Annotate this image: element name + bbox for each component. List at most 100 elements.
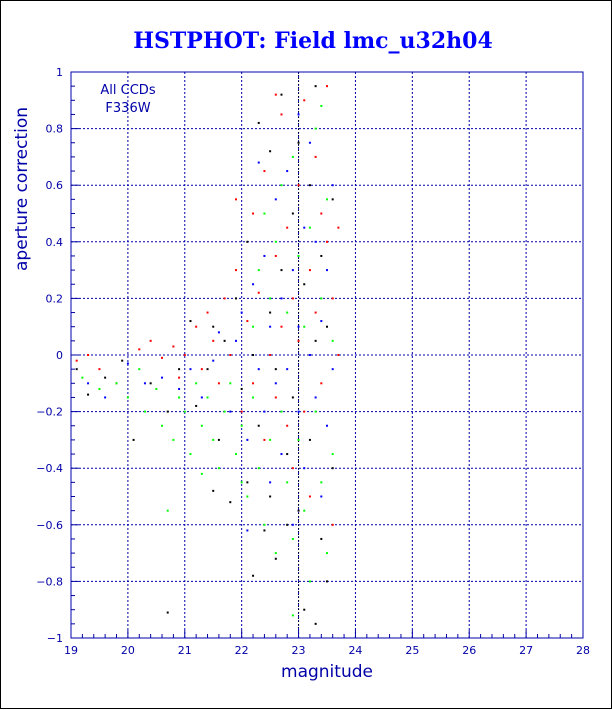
data-point (320, 320, 323, 323)
data-point (229, 501, 232, 504)
data-point (297, 339, 300, 342)
data-point (320, 495, 323, 498)
data-point (320, 297, 323, 300)
data-point (280, 325, 283, 328)
data-point (149, 339, 152, 342)
data-point (286, 368, 289, 371)
data-point (126, 362, 129, 365)
data-point (132, 438, 135, 441)
data-point (246, 320, 249, 323)
data-point (274, 254, 277, 257)
x-tick-label: 20 (121, 644, 135, 657)
data-point (87, 354, 90, 356)
data-point (303, 608, 306, 611)
data-point (291, 523, 294, 526)
data-point (138, 348, 141, 351)
data-point (229, 410, 232, 413)
annotation-filter: F336W (105, 101, 150, 116)
annotation-ccds: All CCDs (100, 83, 155, 98)
data-point (286, 453, 289, 456)
data-point (291, 537, 294, 540)
data-point (252, 283, 255, 286)
data-point (308, 226, 311, 229)
x-tick-label: 26 (462, 644, 476, 657)
x-tick-label: 22 (235, 644, 249, 657)
data-point (252, 325, 255, 328)
x-tick-label: 19 (64, 644, 78, 657)
y-tick-label: 0 (56, 349, 63, 362)
axis-ticks: 19 20 21 22 23 24 25 26 27 28 −1 −0.8 −0.6 −0.4 −0.2 0 0… (36, 66, 590, 657)
data-point (280, 269, 283, 272)
data-point (200, 396, 203, 399)
data-point (269, 297, 272, 300)
data-point (303, 99, 306, 102)
data-point (291, 269, 294, 272)
data-point (291, 396, 294, 399)
data-point (263, 523, 266, 526)
data-point (326, 552, 328, 555)
y-tick-label: −0.6 (36, 519, 63, 532)
data-point (326, 198, 328, 201)
data-point (87, 382, 90, 385)
data-point (252, 382, 255, 385)
data-point (269, 354, 272, 356)
data-point (217, 382, 220, 385)
data-point (206, 396, 209, 399)
data-point (166, 611, 169, 614)
data-point (297, 438, 300, 441)
data-point (98, 387, 101, 390)
data-point (314, 410, 317, 413)
data-point (240, 424, 243, 427)
y-tick-label: −1 (47, 632, 63, 645)
y-axis-label: aperture correction (12, 107, 32, 271)
data-point (143, 382, 146, 385)
data-point (263, 410, 266, 413)
data-point (274, 93, 277, 96)
data-point (297, 184, 300, 187)
data-point (280, 297, 283, 300)
data-point (257, 368, 260, 371)
data-point (314, 240, 317, 243)
data-point (246, 438, 249, 441)
data-point (291, 614, 294, 617)
data-point (308, 438, 311, 441)
data-point (223, 339, 226, 342)
data-point (212, 325, 215, 328)
data-point (274, 552, 277, 555)
y-tick-label: −0.8 (36, 575, 63, 588)
data-point (291, 467, 294, 470)
data-point (326, 325, 328, 328)
data-point (257, 424, 260, 427)
data-point (166, 509, 169, 512)
data-point (291, 212, 294, 215)
data-point (320, 254, 323, 257)
data-point (126, 396, 129, 399)
data-point (149, 382, 152, 385)
data-point (308, 580, 311, 583)
data-point (274, 368, 277, 371)
data-point (303, 410, 306, 413)
y-tick-label: 1 (56, 66, 63, 79)
data-point (308, 269, 311, 272)
data-point (252, 212, 255, 215)
data-point (274, 382, 277, 385)
data-point (269, 481, 272, 484)
data-point (155, 387, 158, 390)
data-point (217, 438, 220, 441)
data-point (286, 523, 289, 526)
x-tick-label: 28 (576, 644, 590, 657)
data-point (308, 354, 311, 356)
data-point (331, 453, 334, 456)
data-point (263, 438, 266, 441)
data-point (229, 354, 232, 356)
data-point (297, 410, 300, 413)
x-tick-label: 23 (292, 644, 306, 657)
chart-title: HSTPHOT: Field lmc_u32h04 (133, 28, 493, 54)
data-point (331, 297, 334, 300)
data-point (331, 523, 334, 526)
data-point (331, 184, 334, 187)
data-point (234, 453, 237, 456)
data-point (212, 339, 215, 342)
